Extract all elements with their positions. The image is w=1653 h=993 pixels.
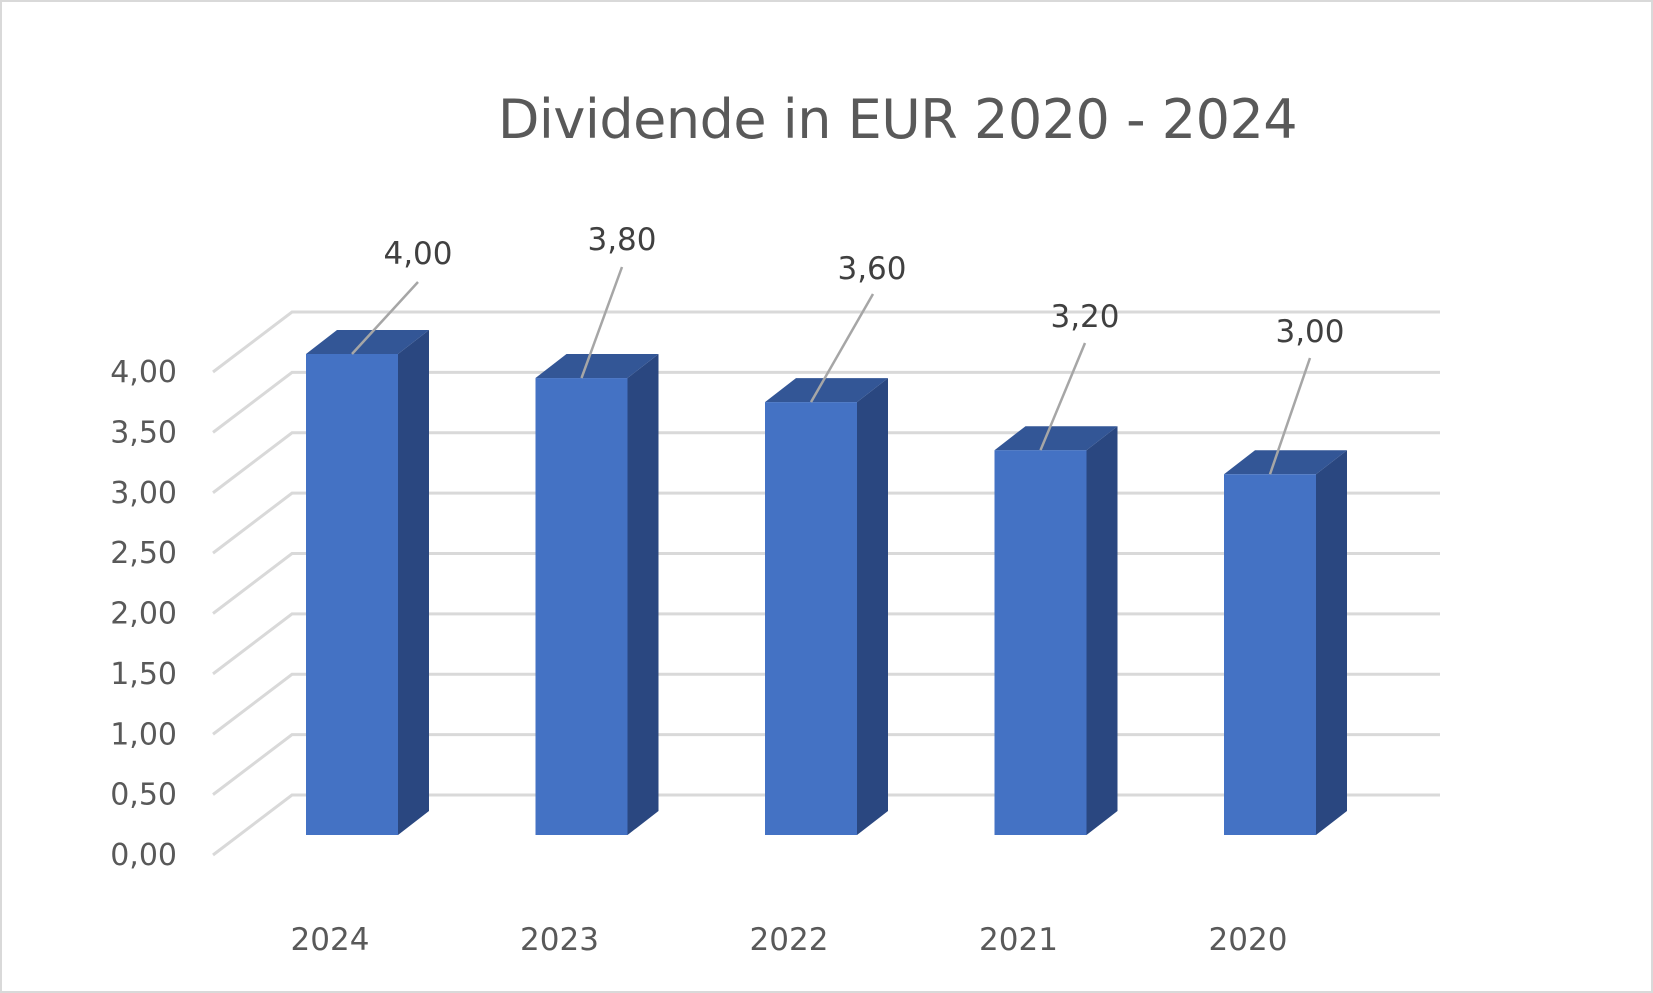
x-tick-label: 2023	[520, 922, 599, 958]
leader-line	[1039, 342, 1087, 451]
bar-top-face	[765, 378, 888, 403]
bar-2021	[994, 426, 1118, 835]
y-tick-label: 0,00	[110, 838, 177, 873]
y-axis: 0,00 0,50 1,00 1,50 2,00 2,50 3,00 3,50 4,00	[110, 355, 177, 873]
data-label: 3,00	[1275, 314, 1344, 350]
bar-top-face	[535, 354, 659, 379]
y-tick-label: 3,00	[110, 476, 177, 511]
bar-front-face	[994, 450, 1087, 835]
bar-side-face	[857, 378, 888, 835]
data-label: 3,80	[587, 222, 656, 258]
x-tick-label: 2021	[979, 922, 1058, 958]
bar-side-face	[1086, 426, 1118, 835]
y-tick-label: 1,00	[110, 717, 177, 752]
y-tick-label: 2,00	[110, 597, 177, 632]
leader-line	[1268, 357, 1312, 475]
bar-front-face	[765, 402, 857, 835]
bar-2020	[1224, 450, 1347, 835]
data-label: 4,00	[383, 236, 452, 272]
y-tick-label: 2,50	[110, 536, 177, 571]
bar-top-face	[1224, 450, 1347, 475]
x-tick-label: 2022	[750, 922, 829, 958]
data-labels: 4,00 3,80 3,60 3,20 3,00	[351, 222, 1345, 475]
bar-side-face	[398, 330, 429, 835]
leader-line	[351, 281, 419, 355]
x-tick-label: 2020	[1209, 922, 1288, 958]
bar-side-face	[1316, 450, 1347, 835]
bar-top-face	[306, 330, 429, 354]
x-axis: 2024 2023 2022 2021 2020	[291, 922, 1288, 958]
y-tick-label: 3,50	[110, 415, 177, 450]
gridline	[212, 310, 1440, 374]
gridline	[212, 370, 1440, 434]
bar-front-face	[1224, 474, 1316, 835]
y-tick-label: 1,50	[110, 657, 177, 692]
y-tick-label: 0,50	[110, 778, 177, 813]
data-label: 3,60	[837, 251, 906, 287]
bar-side-face	[627, 354, 659, 835]
leader-line	[580, 266, 624, 379]
chart-title: Dividende in EUR 2020 - 2024	[497, 88, 1298, 151]
y-tick-label: 4,00	[110, 355, 177, 390]
bar-front-face	[535, 378, 628, 835]
bar-2024	[306, 330, 429, 835]
bar-front-face	[306, 354, 398, 835]
x-tick-label: 2024	[291, 922, 370, 958]
leader-line	[809, 293, 875, 403]
bar-2023	[535, 354, 659, 835]
bar-top-face	[994, 426, 1118, 451]
data-label: 3,20	[1050, 299, 1119, 335]
bars	[306, 330, 1347, 835]
bar-2022	[765, 378, 888, 835]
